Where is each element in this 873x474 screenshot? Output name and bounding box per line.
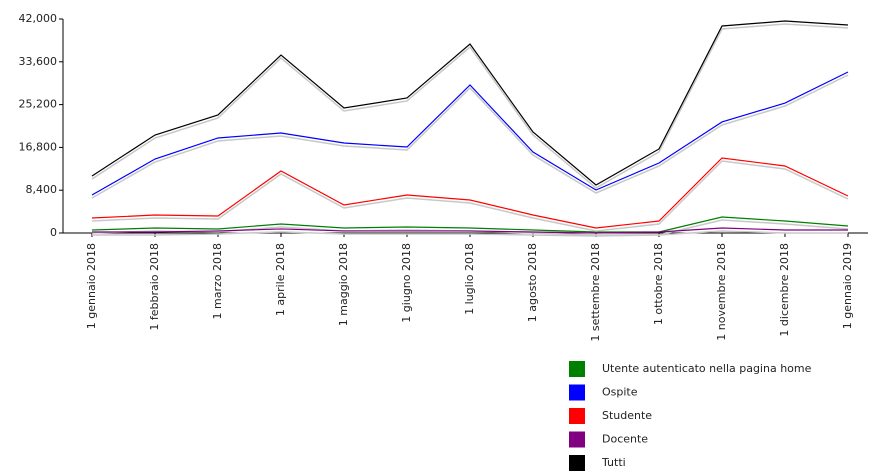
series-line	[91, 71, 849, 196]
x-tick-label: 1 aprile 2018	[274, 243, 287, 316]
y-tick-label: 42,000	[19, 12, 58, 25]
legend-swatch	[569, 361, 585, 377]
y-tick-label: 33,600	[19, 55, 58, 68]
x-tick-label: 1 marzo 2018	[211, 243, 224, 319]
legend-label: Ospite	[602, 386, 638, 399]
y-tick-label: 25,200	[19, 98, 58, 111]
legend-swatch	[569, 431, 585, 448]
series-line	[91, 20, 849, 186]
y-tick-label: 16,800	[19, 140, 58, 153]
legend-label: Docente	[602, 433, 648, 446]
x-tick-label: 1 gennaio 2018	[85, 243, 98, 329]
legend-swatch	[569, 408, 585, 424]
legend-swatch	[569, 455, 585, 471]
series-line	[91, 157, 849, 229]
series-line	[92, 227, 848, 234]
y-tick-label: 8,400	[26, 183, 58, 196]
legend-swatch	[569, 384, 585, 401]
x-tick-label: 1 maggio 2018	[337, 243, 350, 326]
x-tick-label: 1 febbraio 2018	[148, 243, 161, 331]
x-tick-label: 1 agosto 2018	[526, 243, 539, 322]
x-tick-label: 1 ottobre 2018	[652, 243, 665, 325]
legend-label: Studente	[602, 409, 652, 422]
legend-label: Utente autenticato nella pagina home	[602, 362, 812, 375]
line-shadow	[91, 23, 849, 189]
line-shadow	[91, 160, 849, 232]
x-tick-label: 1 dicembre 2018	[778, 243, 791, 337]
x-tick-label: 1 luglio 2018	[463, 243, 476, 315]
x-tick-label: 1 giugno 2018	[400, 243, 413, 323]
y-tick-label: 0	[50, 226, 57, 239]
x-tick-label: 1 settembre 2018	[589, 243, 602, 342]
x-tick-label: 1 novembre 2018	[715, 243, 728, 341]
line-shadow	[92, 230, 848, 237]
line-shadow	[91, 74, 849, 199]
series-line	[91, 216, 849, 233]
legend-label: Tutti	[601, 456, 626, 469]
x-tick-label: 1 gennaio 2019	[841, 243, 854, 329]
